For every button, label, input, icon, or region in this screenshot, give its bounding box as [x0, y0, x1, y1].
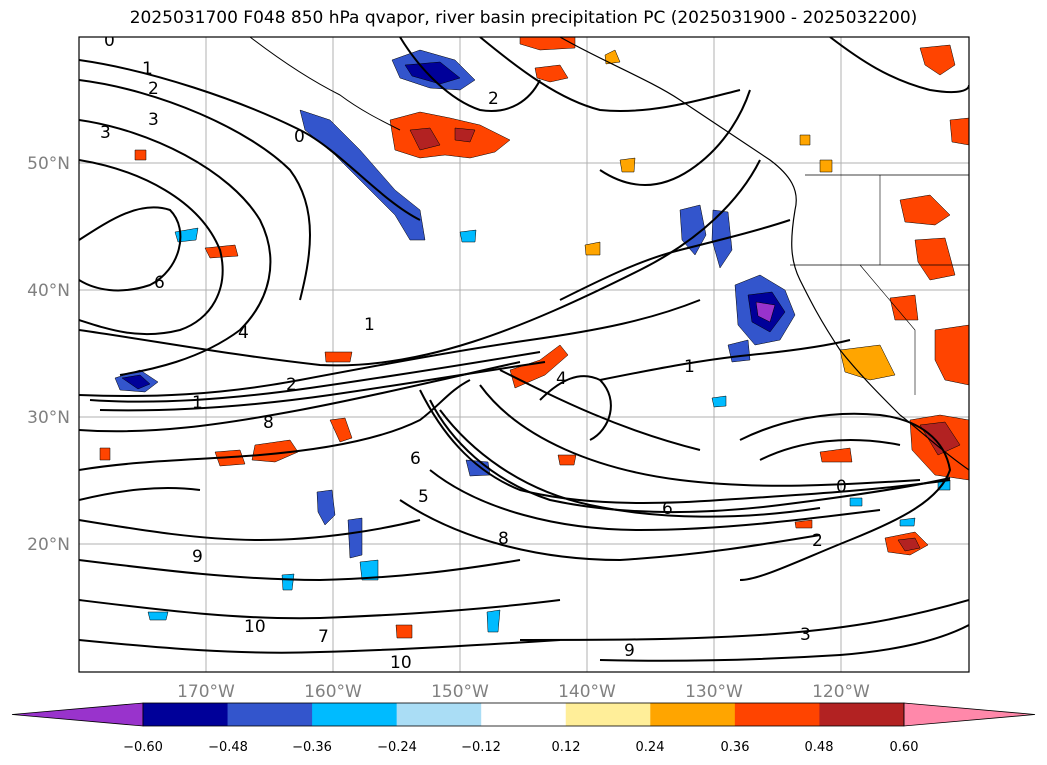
colorbar-tick-label: −0.48 — [208, 740, 248, 755]
contour-label: 6 — [154, 273, 165, 293]
contour-label: 1 — [364, 315, 375, 335]
colorbar-tick-label: 0.24 — [636, 740, 665, 755]
contour-label: 0 — [104, 31, 115, 51]
qvapor-contours — [79, 37, 969, 662]
contour-label: 3 — [100, 123, 111, 143]
map-plot: 0 1 2 3 4 6 8 9 10 7 5 0 1 2 3 6 8 1 2 4… — [79, 31, 969, 673]
contour-label: 8 — [498, 529, 509, 549]
colorbar-extend-high — [903, 702, 1036, 727]
lon-labels: 170°W 160°W 150°W 140°W 130°W 120°W — [177, 682, 870, 702]
colorbar-tick-label: −0.36 — [292, 740, 332, 755]
contour-label: 7 — [318, 627, 329, 647]
contour-label: 1 — [142, 59, 153, 79]
contour-label: 4 — [238, 323, 249, 343]
colorbar-tick-label: −0.24 — [377, 740, 417, 755]
colorbar-tick-label: −0.12 — [461, 740, 501, 755]
colorbar-segment — [734, 703, 820, 726]
contour-labels: 0 1 2 3 4 6 8 9 10 7 5 0 1 2 3 6 8 1 2 4… — [100, 31, 847, 673]
map-title: 2025031700 F048 850 hPa qvapor, river ba… — [129, 8, 918, 28]
colorbar-extend-low — [11, 702, 144, 727]
colorbar-segment — [650, 703, 736, 726]
colorbar-segment — [312, 703, 398, 726]
contour-label: 0 — [294, 127, 305, 147]
contour-label: 3 — [148, 110, 159, 130]
colorbar-tick-label: 0.60 — [890, 740, 919, 755]
colorbar-segment — [565, 703, 651, 726]
contour-label: 2 — [812, 531, 823, 551]
lat-label: 20°N — [27, 535, 70, 555]
contour-label: 5 — [418, 487, 429, 507]
lat-label: 50°N — [27, 154, 70, 174]
contour-label: 9 — [624, 641, 635, 661]
lon-label: 130°W — [685, 682, 743, 702]
plot-frame — [78, 36, 970, 673]
contour-label: 4 — [556, 369, 567, 389]
contour-label: 9 — [192, 547, 203, 567]
colorbar — [11, 702, 1036, 727]
contour-label: 8 — [263, 413, 274, 433]
colorbar-segment — [143, 703, 229, 726]
lat-labels: 50°N 40°N 30°N 20°N — [27, 154, 70, 555]
contour-label: 3 — [800, 625, 811, 645]
lon-label: 120°W — [812, 682, 870, 702]
contour-label: 2 — [286, 375, 297, 395]
colorbar-tick-labels: −0.60 −0.48 −0.36 −0.24 −0.12 0.12 0.24 … — [123, 740, 918, 755]
contour-label: 6 — [410, 449, 421, 469]
contour-label: 6 — [662, 499, 673, 519]
contour-label: 10 — [390, 653, 412, 673]
contour-label: 2 — [488, 89, 499, 109]
lon-label: 140°W — [558, 682, 616, 702]
colorbar-segment — [819, 703, 905, 726]
contour-label: 0 — [836, 477, 847, 497]
colorbar-tick-label: 0.36 — [721, 740, 750, 755]
contour-label: 2 — [148, 79, 159, 99]
colorbar-frame — [142, 702, 905, 727]
contour-label: 1 — [684, 357, 695, 377]
lon-label: 150°W — [431, 682, 489, 702]
colorbar-segment — [227, 703, 313, 726]
lon-label: 160°W — [304, 682, 362, 702]
colorbar-segment — [396, 703, 482, 726]
colorbar-segment — [481, 703, 567, 726]
lon-label: 170°W — [177, 682, 235, 702]
contour-label: 1 — [192, 393, 203, 413]
precip-pc-fills — [99, 37, 969, 639]
lat-label: 40°N — [27, 281, 70, 301]
colorbar-tick-label: 0.48 — [805, 740, 834, 755]
coastlines — [249, 37, 969, 471]
contour-label: 10 — [244, 617, 266, 637]
colorbar-tick-label: 0.12 — [552, 740, 581, 755]
colorbar-tick-label: −0.60 — [123, 740, 163, 755]
lat-label: 30°N — [27, 408, 70, 428]
